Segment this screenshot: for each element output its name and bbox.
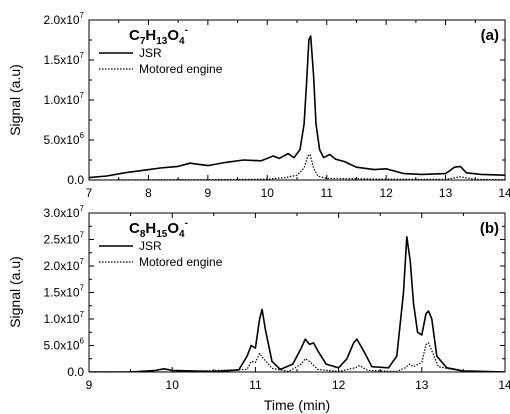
- y-tick-label: 2.0x107: [44, 11, 85, 27]
- y-axis-title: Signal (a.u): [7, 256, 23, 328]
- legend-label: Motored engine: [139, 62, 223, 76]
- x-tick-label: 14: [498, 186, 510, 200]
- series-line-motored-engine: [89, 153, 505, 180]
- y-tick-label: 5.0x106: [44, 337, 85, 353]
- legend-label: JSR: [139, 239, 162, 253]
- y-tick-label: 2.5x107: [44, 231, 85, 247]
- compound-formula: C7H13O4-: [129, 25, 188, 47]
- y-tick-label: 0.0: [67, 173, 84, 187]
- legend-label: JSR: [139, 46, 162, 60]
- panel-label: (a): [481, 27, 499, 44]
- y-tick-label: 5.0x106: [44, 131, 85, 147]
- y-axis-title: Signal (a.u): [7, 64, 23, 136]
- y-tick-label: 1.0x107: [44, 91, 85, 107]
- x-tick-label: 9: [205, 186, 212, 200]
- x-tick-label: 7: [86, 186, 93, 200]
- x-tick-label: 8: [145, 186, 152, 200]
- compound-formula: C8H15O4-: [129, 218, 188, 240]
- panel-label: (b): [480, 220, 499, 237]
- x-axis-title: Time (min): [264, 397, 330, 413]
- x-tick-label: 12: [379, 186, 393, 200]
- series-line-jsr: [89, 236, 505, 372]
- plot-frame: [88, 19, 506, 181]
- series-line-jsr: [89, 35, 505, 179]
- x-tick-label: 13: [415, 378, 429, 392]
- panel-b: 9 10 11 12 13 14 0.0 5.0x106 1.0x107 1.5x107 2.0x1…: [7, 204, 510, 392]
- legend-label: Motored engine: [139, 255, 223, 269]
- x-tick-label: 12: [332, 378, 346, 392]
- y-tick-label: 0.0: [67, 365, 84, 379]
- panel-a: 7 8 9 10 11 12 13 14 0.0 5.0x106 1.0x107 1.5x107 2.0…: [7, 11, 510, 200]
- y-tick-label: 3.0x107: [44, 204, 85, 220]
- y-tick-label: 1.5x107: [44, 284, 85, 300]
- y-tick-label: 1.5x107: [44, 51, 85, 67]
- x-tick-label: 11: [320, 186, 333, 200]
- x-tick-label: 10: [261, 186, 275, 200]
- series-line-motored-engine: [89, 342, 505, 372]
- x-tick-label: 10: [166, 378, 180, 392]
- y-tick-label: 2.0x107: [44, 257, 85, 273]
- x-tick-label: 14: [498, 378, 510, 392]
- x-tick-label: 9: [86, 378, 93, 392]
- y-tick-label: 1.0x107: [44, 310, 85, 326]
- x-tick-label: 13: [439, 186, 453, 200]
- x-tick-label: 11: [249, 378, 262, 392]
